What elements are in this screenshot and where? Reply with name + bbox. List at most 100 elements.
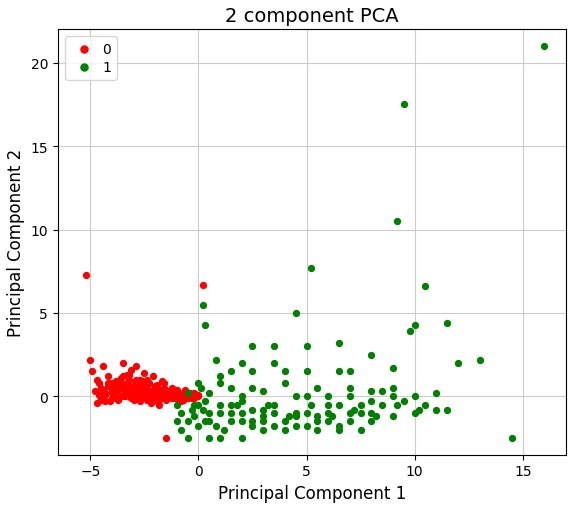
0	[176, 392, 186, 401]
1	[367, 409, 376, 417]
1	[176, 426, 186, 434]
0	[135, 389, 144, 398]
0	[116, 381, 125, 389]
1	[302, 409, 311, 417]
1	[421, 282, 430, 291]
1	[393, 218, 402, 226]
0	[187, 394, 197, 402]
0	[181, 391, 190, 399]
0	[179, 396, 188, 404]
0	[146, 392, 155, 401]
0	[187, 392, 197, 401]
0	[125, 392, 134, 401]
0	[155, 396, 164, 404]
0	[162, 434, 171, 442]
1	[201, 321, 210, 329]
1	[215, 373, 225, 381]
1	[291, 412, 300, 420]
0	[116, 392, 125, 401]
X-axis label: Principal Component 1: Principal Component 1	[218, 484, 406, 502]
0	[138, 383, 147, 391]
0	[86, 356, 95, 364]
1	[540, 43, 549, 51]
1	[285, 412, 294, 420]
1	[258, 387, 268, 395]
1	[410, 409, 419, 417]
1	[215, 401, 225, 409]
0	[174, 391, 183, 399]
0	[185, 389, 194, 398]
1	[302, 422, 311, 431]
0	[163, 392, 172, 401]
1	[194, 379, 203, 387]
0	[109, 391, 119, 399]
1	[324, 401, 333, 409]
1	[399, 398, 409, 406]
0	[123, 387, 132, 395]
1	[410, 321, 419, 329]
1	[335, 426, 344, 434]
0	[134, 394, 143, 402]
0	[112, 383, 121, 391]
1	[345, 367, 354, 376]
0	[142, 396, 151, 404]
1	[194, 401, 203, 409]
0	[172, 394, 182, 402]
1	[291, 309, 300, 318]
1	[205, 434, 214, 442]
1	[291, 392, 300, 401]
0	[107, 394, 116, 402]
0	[96, 396, 105, 404]
0	[153, 387, 162, 395]
1	[269, 409, 278, 417]
0	[172, 387, 182, 395]
1	[280, 367, 289, 376]
1	[371, 412, 380, 420]
0	[116, 379, 125, 387]
1	[345, 417, 354, 426]
1	[269, 343, 278, 351]
0	[181, 391, 190, 399]
0	[92, 376, 101, 384]
0	[99, 386, 108, 394]
0	[140, 369, 149, 377]
0	[140, 386, 149, 394]
0	[144, 391, 153, 399]
0	[101, 398, 110, 406]
0	[105, 398, 115, 406]
0	[118, 373, 127, 381]
1	[183, 389, 192, 398]
0	[134, 387, 143, 395]
1	[196, 384, 205, 392]
0	[123, 371, 132, 379]
0	[135, 398, 144, 406]
1	[335, 367, 344, 376]
0	[146, 387, 155, 395]
0	[131, 389, 140, 398]
0	[140, 391, 149, 399]
1	[263, 401, 272, 409]
1	[399, 101, 409, 109]
1	[198, 406, 207, 414]
0	[127, 366, 136, 374]
0	[185, 391, 194, 399]
1	[280, 426, 289, 434]
0	[103, 383, 112, 391]
1	[269, 422, 278, 431]
0	[129, 389, 138, 398]
0	[198, 281, 207, 289]
1	[248, 384, 257, 392]
1	[302, 392, 311, 401]
1	[431, 389, 441, 398]
0	[129, 384, 138, 392]
1	[291, 422, 300, 431]
0	[127, 394, 136, 402]
0	[190, 389, 199, 398]
1	[328, 412, 337, 420]
0	[131, 362, 140, 371]
0	[148, 373, 158, 381]
0	[105, 383, 115, 391]
1	[335, 422, 344, 431]
0	[138, 378, 147, 386]
0	[148, 386, 158, 394]
